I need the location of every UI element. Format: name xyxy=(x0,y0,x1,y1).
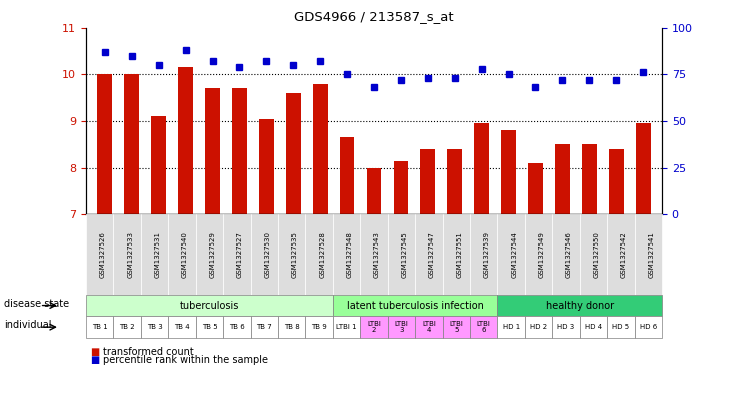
Text: GSM1327545: GSM1327545 xyxy=(402,231,408,278)
Text: GSM1327546: GSM1327546 xyxy=(566,231,572,278)
Text: GSM1327528: GSM1327528 xyxy=(319,231,325,278)
Bar xyxy=(151,116,166,214)
Text: tuberculosis: tuberculosis xyxy=(180,301,239,310)
Text: TB 1: TB 1 xyxy=(92,324,108,330)
Bar xyxy=(582,144,597,214)
Bar xyxy=(205,88,220,214)
Text: LTBI 1: LTBI 1 xyxy=(337,324,357,330)
Bar xyxy=(367,167,381,214)
Text: GSM1327531: GSM1327531 xyxy=(155,231,161,278)
Text: TB 9: TB 9 xyxy=(311,324,327,330)
Bar xyxy=(124,74,139,214)
Text: GSM1327547: GSM1327547 xyxy=(429,231,435,278)
Text: GSM1327530: GSM1327530 xyxy=(264,231,270,278)
Text: ■: ■ xyxy=(90,347,99,357)
Bar xyxy=(286,93,301,214)
Bar xyxy=(340,137,355,214)
Text: GSM1327550: GSM1327550 xyxy=(593,231,599,278)
Text: GSM1327527: GSM1327527 xyxy=(237,231,243,278)
Bar xyxy=(313,83,328,214)
Bar xyxy=(420,149,435,214)
Bar xyxy=(232,88,247,214)
Text: ■: ■ xyxy=(90,355,99,365)
Text: percentile rank within the sample: percentile rank within the sample xyxy=(103,355,269,365)
Text: TB 3: TB 3 xyxy=(147,324,162,330)
Text: GSM1327539: GSM1327539 xyxy=(484,231,490,278)
Text: GSM1327551: GSM1327551 xyxy=(456,231,462,278)
Text: LTBI
2: LTBI 2 xyxy=(367,321,381,333)
Bar xyxy=(259,119,274,214)
Text: GSM1327542: GSM1327542 xyxy=(621,231,627,278)
Text: TB 4: TB 4 xyxy=(174,324,190,330)
Text: LTBI
6: LTBI 6 xyxy=(476,321,491,333)
Text: transformed count: transformed count xyxy=(103,347,194,357)
Text: GSM1327548: GSM1327548 xyxy=(346,231,352,278)
Text: TB 8: TB 8 xyxy=(283,324,300,330)
Text: healthy donor: healthy donor xyxy=(545,301,614,310)
Text: HD 6: HD 6 xyxy=(640,324,657,330)
Text: TB 2: TB 2 xyxy=(120,324,135,330)
Text: GSM1327549: GSM1327549 xyxy=(539,231,545,278)
Text: GSM1327543: GSM1327543 xyxy=(374,231,380,278)
Text: GDS4966 / 213587_s_at: GDS4966 / 213587_s_at xyxy=(294,10,454,23)
Bar xyxy=(393,160,408,214)
Bar xyxy=(474,123,489,214)
Text: HD 5: HD 5 xyxy=(613,324,629,330)
Text: TB 5: TB 5 xyxy=(202,324,217,330)
Text: HD 2: HD 2 xyxy=(530,324,547,330)
Text: LTBI
5: LTBI 5 xyxy=(450,321,463,333)
Text: HD 3: HD 3 xyxy=(557,324,574,330)
Bar xyxy=(447,149,462,214)
Text: GSM1327533: GSM1327533 xyxy=(127,231,133,278)
Text: GSM1327526: GSM1327526 xyxy=(99,231,105,278)
Bar xyxy=(609,149,624,214)
Text: TB 6: TB 6 xyxy=(229,324,245,330)
Text: LTBI
3: LTBI 3 xyxy=(394,321,408,333)
Text: GSM1327535: GSM1327535 xyxy=(292,231,298,278)
Bar xyxy=(97,74,112,214)
Text: LTBI
4: LTBI 4 xyxy=(422,321,436,333)
Bar xyxy=(501,130,516,214)
Text: GSM1327540: GSM1327540 xyxy=(182,231,188,278)
Text: HD 4: HD 4 xyxy=(585,324,602,330)
Bar xyxy=(178,67,193,214)
Text: HD 1: HD 1 xyxy=(503,324,520,330)
Text: latent tuberculosis infection: latent tuberculosis infection xyxy=(347,301,483,310)
Text: individual: individual xyxy=(4,320,52,330)
Bar xyxy=(555,144,570,214)
Text: GSM1327529: GSM1327529 xyxy=(209,231,215,278)
Text: TB 7: TB 7 xyxy=(257,324,272,330)
Text: GSM1327541: GSM1327541 xyxy=(649,231,654,278)
Text: disease state: disease state xyxy=(4,299,69,309)
Text: GSM1327544: GSM1327544 xyxy=(511,231,517,278)
Bar xyxy=(636,123,651,214)
Bar xyxy=(528,163,543,214)
